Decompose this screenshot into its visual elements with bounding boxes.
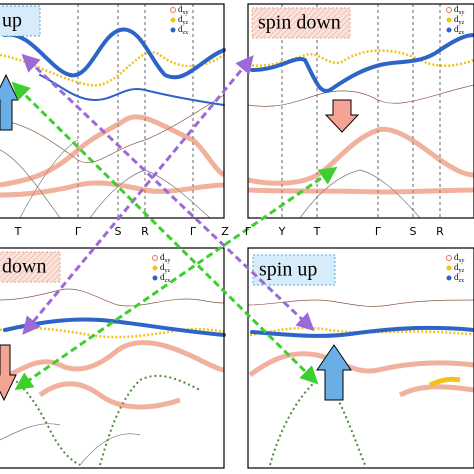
k-point-label: T bbox=[313, 225, 321, 238]
legend-marker bbox=[446, 275, 452, 281]
legend-sub: yz bbox=[165, 268, 171, 274]
panel-top-right bbox=[247, 3, 474, 219]
legend-sub: xy bbox=[459, 10, 465, 16]
k-point-label: S bbox=[115, 225, 122, 238]
legend-entry: dyz bbox=[454, 14, 465, 26]
legend-entry: dxy bbox=[178, 4, 189, 16]
legend-entry: dxy bbox=[454, 252, 465, 264]
legend-base: d bbox=[454, 14, 459, 24]
legend-sub: xy bbox=[165, 258, 171, 264]
legend-marker bbox=[170, 7, 176, 13]
legend-base: d bbox=[454, 24, 459, 34]
legend-marker bbox=[446, 7, 452, 13]
k-point-label: R bbox=[141, 225, 149, 238]
legend-base: d bbox=[178, 14, 183, 24]
legend-sub: zx bbox=[459, 278, 465, 284]
legend-base: d bbox=[454, 272, 459, 282]
legend-sub: yz bbox=[459, 268, 465, 274]
legend-entry: dzx bbox=[454, 24, 464, 36]
legend-sub: zx bbox=[165, 278, 171, 284]
legend-base: d bbox=[178, 4, 183, 14]
panel-top-left bbox=[0, 3, 226, 219]
legend-base: d bbox=[160, 272, 165, 282]
k-point-label: Γ bbox=[245, 225, 252, 238]
legend-marker bbox=[152, 275, 158, 281]
panel-label: up bbox=[2, 10, 22, 32]
legend-marker bbox=[152, 255, 158, 261]
k-point-label: R bbox=[436, 225, 444, 238]
k-point-label: Γ bbox=[75, 225, 82, 238]
legend-entry: dzx bbox=[160, 272, 170, 284]
legend-sub: xy bbox=[183, 10, 189, 16]
legend-marker bbox=[446, 27, 452, 33]
legend-entry: dxy bbox=[160, 252, 171, 264]
k-point-label: T bbox=[14, 225, 22, 238]
panel-bottom-left bbox=[0, 247, 226, 469]
legend-sub: yz bbox=[459, 20, 465, 26]
legend-marker bbox=[446, 17, 452, 23]
k-point-label: Γ bbox=[375, 225, 382, 238]
legend-base: d bbox=[160, 262, 165, 272]
panel-bottom-right bbox=[247, 247, 474, 469]
legend-sub: zx bbox=[183, 30, 189, 36]
panel-label: spin up bbox=[259, 259, 317, 281]
legend-entry: dyz bbox=[178, 14, 189, 26]
k-point-label: Y bbox=[278, 225, 286, 238]
legend-marker bbox=[170, 27, 176, 33]
legend-base: d bbox=[454, 4, 459, 14]
legend-marker bbox=[446, 255, 452, 261]
panel-label: down bbox=[2, 256, 46, 278]
k-point-label: Γ bbox=[190, 225, 197, 238]
legend-sub: yz bbox=[183, 20, 189, 26]
legend-base: d bbox=[160, 252, 165, 262]
legend-sub: xy bbox=[459, 258, 465, 264]
legend-entry: dyz bbox=[454, 262, 465, 274]
legend-base: d bbox=[454, 262, 459, 272]
panel-label: spin down bbox=[258, 12, 341, 34]
legend-marker bbox=[152, 265, 158, 271]
legend-entry: dxy bbox=[454, 4, 465, 16]
legend-marker bbox=[446, 265, 452, 271]
k-point-label: S bbox=[410, 225, 417, 238]
legend-sub: zx bbox=[459, 30, 465, 36]
legend-marker bbox=[170, 17, 176, 23]
legend-base: d bbox=[454, 252, 459, 262]
k-point-label: Z bbox=[221, 225, 229, 238]
legend-entry: dyz bbox=[160, 262, 171, 274]
legend-entry: dzx bbox=[178, 24, 188, 36]
legend-entry: dzx bbox=[454, 272, 464, 284]
legend-base: d bbox=[178, 24, 183, 34]
